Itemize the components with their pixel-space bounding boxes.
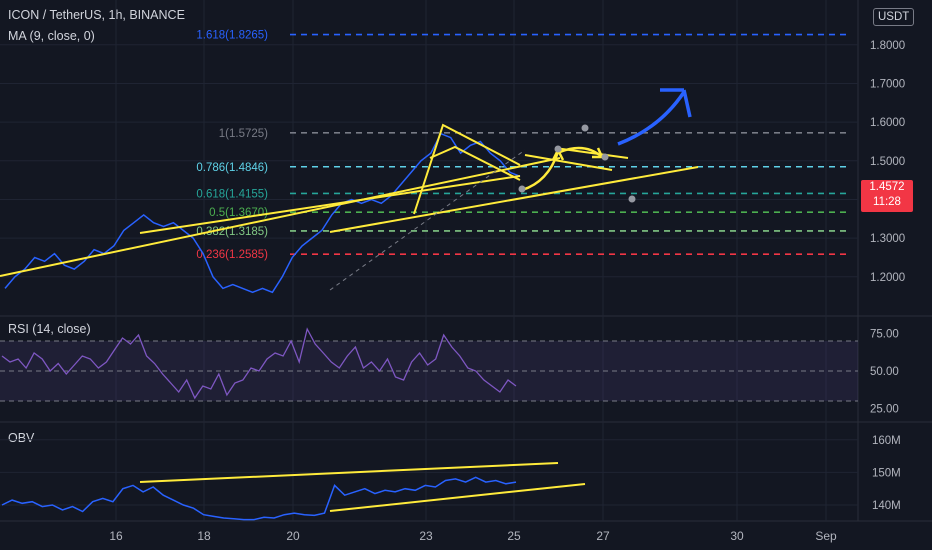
obv-trendline-drawing [329, 483, 586, 512]
time-tick-label: 16 [109, 529, 123, 543]
time-tick-label: 30 [730, 529, 744, 543]
obv-line [1, 476, 517, 521]
fib-trend-line [329, 149, 526, 291]
time-tick-label: Sep [815, 529, 837, 543]
projection-arrow-head [660, 88, 692, 118]
trendline-drawing [139, 175, 521, 234]
fib-level-label: 0.618(1.4155) [196, 188, 268, 200]
anchor-point [554, 145, 562, 153]
price-badge: 1.4572 11:28 [861, 180, 913, 212]
price-badge-value: 1.4572 [869, 181, 905, 193]
fib-level-label: 0.786(1.4846) [196, 162, 268, 174]
anchor-point [518, 185, 526, 193]
fib-level-label: 1.618(1.8265) [196, 30, 268, 42]
price-line [4, 132, 521, 294]
time-tick-label: 20 [286, 529, 300, 543]
obv-axis-tick: 160M [872, 435, 901, 447]
obv-trendline-drawing [139, 462, 559, 483]
time-tick-label: 18 [197, 529, 211, 543]
rsi-axis-tick: 25.00 [870, 404, 899, 416]
obv-axis-tick: 150M [872, 467, 901, 479]
ma-legend: MA (9, close, 0) [8, 29, 95, 43]
trendline-drawing [329, 166, 699, 233]
time-tick-label: 27 [596, 529, 610, 543]
arrow-head-drawing [592, 147, 604, 159]
currency-button[interactable]: USDT [873, 8, 915, 26]
fib-level-label: 0.236(1.2585) [196, 249, 268, 261]
price-axis-tick: 1.3000 [870, 233, 905, 245]
price-axis-tick: 1.6000 [870, 117, 905, 129]
fib-level-label: 0.382(1.3185) [196, 226, 268, 238]
trendline-drawing [0, 157, 561, 277]
time-tick-label: 23 [419, 529, 433, 543]
price-axis-tick: 1.2000 [870, 272, 905, 284]
triangle-drawing [429, 145, 521, 181]
price-badge-countdown: 11:28 [873, 196, 901, 208]
rsi-legend: RSI (14, close) [8, 322, 91, 336]
price-axis-tick: 1.8000 [870, 40, 905, 52]
price-axis-tick: 1.5000 [870, 156, 905, 168]
obv-axis-tick: 140M [872, 500, 901, 512]
obv-legend: OBV [8, 431, 35, 445]
triangle-drawing [413, 123, 521, 215]
anchor-point [628, 195, 636, 203]
rsi-line [1, 327, 517, 400]
trendline-drawing [524, 154, 613, 171]
projection-arrow [617, 91, 686, 146]
arrow-drawing [559, 146, 603, 158]
fib-level-label: 1(1.5725) [219, 128, 268, 140]
price-axis-tick: 1.7000 [870, 78, 905, 90]
arrow-drawing [521, 151, 560, 192]
rsi-axis-tick: 50.00 [870, 366, 899, 378]
anchor-point [601, 153, 609, 161]
rsi-axis-tick: 75.00 [870, 329, 899, 341]
anchor-point [581, 124, 589, 132]
time-tick-label: 25 [507, 529, 521, 543]
chart-title: ICON / TetherUS, 1h, BINANCE [8, 8, 185, 22]
